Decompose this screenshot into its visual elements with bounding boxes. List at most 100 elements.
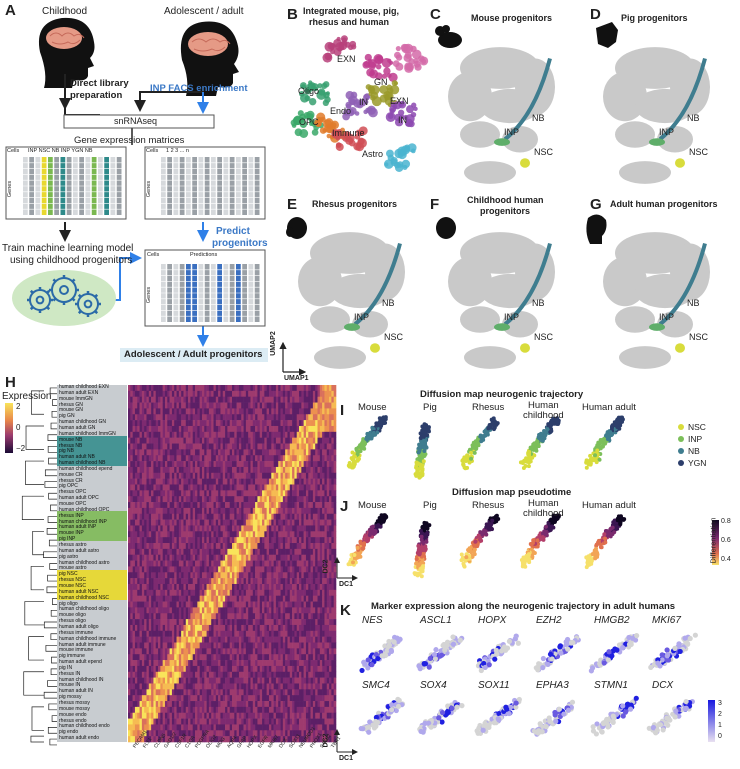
heatmap-cell [299,665,302,673]
heatmap-cell [213,531,217,538]
heatmap-cell [137,566,140,573]
heatmap-cell [319,566,323,573]
heatmap-cell [178,566,182,573]
heatmap-cell [199,502,203,509]
heatmap-cell [162,502,166,509]
heatmap-cell [268,607,272,614]
heatmap-cell [151,496,154,503]
heatmap-cell [211,408,214,415]
heatmap-cell [222,548,226,556]
heatmap-cell [208,595,212,602]
heatmap-cell [185,496,189,503]
heatmap-cell [134,490,138,497]
heatmap-cell [257,414,261,421]
heatmap-cell [222,636,226,643]
heatmap-cell [329,519,332,526]
heatmap-cell [287,472,291,479]
heatmap-cell [301,660,304,667]
heatmap-cell [273,414,277,421]
heatmap-cell [134,548,138,556]
heatmap-cell [218,478,221,485]
heatmap-cell [275,484,279,491]
heatmap-cell [204,607,207,614]
heatmap-cell [130,601,133,608]
heatmap-cell [273,420,277,427]
heatmap-cell [215,396,219,403]
heatmap-cell [255,560,258,567]
heatmap-cell [271,636,274,643]
heatmap-cell [204,624,207,632]
heatmap-cell [289,502,293,509]
heatmap-cell [128,408,131,415]
heatmap-cell [257,578,261,585]
heatmap-cell [218,671,221,678]
heatmap-cell [285,461,288,468]
heatmap-cell [192,619,196,626]
heatmap-cell [333,665,337,673]
heatmap-cell [222,414,226,421]
heatmap-cell [241,548,244,556]
heatmap-cell [262,396,265,403]
heatmap-cell [319,630,323,637]
heatmap-cell [137,595,140,602]
heatmap-cell [259,496,263,503]
heatmap-cell [255,619,258,626]
heatmap-cell [181,537,184,544]
heatmap-cell [199,525,203,532]
heatmap-cell [211,402,214,409]
heatmap-cell [162,566,166,573]
heatmap-cell [139,425,143,433]
heatmap-cell [213,654,217,661]
umap-cell [354,111,360,116]
heatmap-cell [301,566,304,573]
heatmap-cell [181,583,184,591]
heatmap-cell [211,613,214,620]
heatmap-cell [225,496,228,503]
heatmap-cell [139,648,143,655]
heatmap-cell [257,443,261,450]
heatmap-cell [164,677,168,684]
heatmap-cell [151,613,154,620]
heatmap-cell [243,531,247,538]
heatmap-cell [215,566,219,573]
heatmap-cell [169,566,173,573]
heatmap-cell [211,595,214,602]
heatmap-cell [174,619,177,626]
heatmap-cell [248,507,251,515]
heatmap-cell [185,677,189,684]
heatmap-cell [192,548,196,556]
heatmap-cell [324,472,328,479]
heatmap-cell [317,525,321,532]
heatmap-cell [153,431,157,438]
heatmap-cell [215,431,219,438]
heatmap-cell [164,648,168,655]
heatmap-cell [243,396,247,403]
heatmap-cell [294,461,298,468]
heatmap-cell [176,455,180,462]
heatmap-cell [176,525,180,532]
heatmap-cell [331,595,334,602]
heatmap-cell [227,502,230,509]
heatmap-cell [292,671,295,678]
heatmap-cell [317,414,321,421]
heatmap-cell [292,578,295,585]
heatmap-cell [241,472,244,479]
heatmap-cell [183,566,187,573]
heatmap-cell [164,455,168,462]
heatmap-cell [174,589,177,596]
heatmap-cell [174,414,177,421]
heatmap-cell [146,636,150,643]
heatmap-cell [308,648,311,655]
heatmap-cell [324,431,328,438]
heatmap-cell [308,642,311,649]
heatmap-cell [252,665,256,673]
heatmap-cell [322,408,325,415]
heatmap-cell [215,607,219,614]
heatmap-cell [164,560,168,567]
heatmap-cell [204,660,207,667]
heatmap-cell [190,660,194,667]
heatmap-cell [264,595,267,602]
heatmap-cell [243,443,247,450]
heatmap-cell [167,619,170,626]
heatmap-cell [227,414,230,421]
